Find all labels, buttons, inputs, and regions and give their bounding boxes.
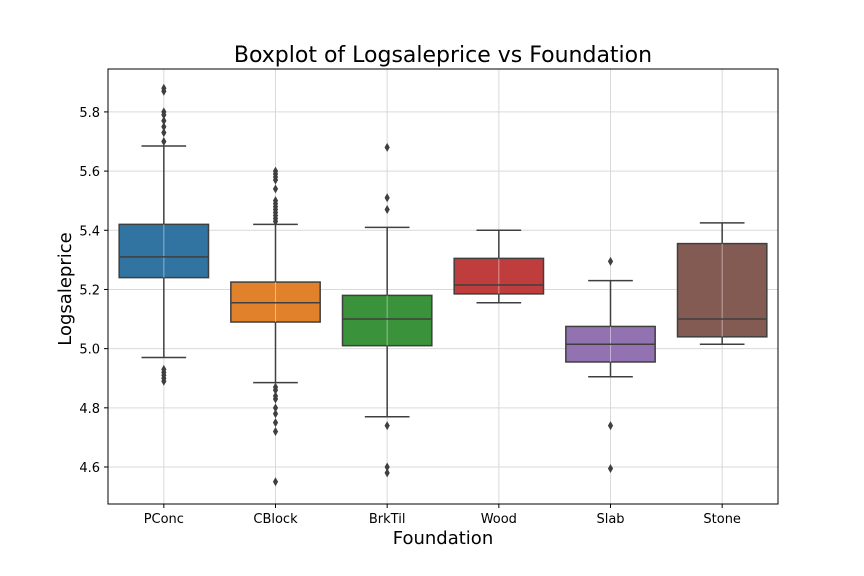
outlier-point bbox=[161, 137, 167, 146]
x-axis-label: Foundation bbox=[393, 528, 493, 549]
outlier-point bbox=[272, 196, 279, 206]
outlier-point bbox=[384, 193, 390, 203]
outlier-point bbox=[384, 142, 390, 152]
y-axis-label: Logsaleprice bbox=[55, 232, 76, 345]
outlier-point bbox=[161, 116, 167, 126]
x-tick-label: CBlock bbox=[253, 512, 298, 527]
y-tick-label: 5.4 bbox=[79, 224, 100, 239]
outlier-point bbox=[272, 391, 279, 401]
outlier-point bbox=[161, 122, 167, 132]
y-tick-label: 5.8 bbox=[79, 106, 100, 121]
outlier-point bbox=[272, 403, 279, 413]
plot-background bbox=[108, 69, 778, 504]
outlier-point bbox=[272, 409, 279, 419]
x-tick-label: Wood bbox=[481, 512, 517, 527]
outlier-point bbox=[161, 83, 167, 93]
outlier-point bbox=[607, 421, 614, 431]
outlier-point bbox=[272, 184, 279, 194]
box-pconc bbox=[118, 223, 210, 279]
outlier-point bbox=[607, 256, 614, 266]
x-tick-label: BrkTil bbox=[369, 512, 406, 527]
outlier-point bbox=[607, 463, 614, 473]
y-tick-label: 5.6 bbox=[79, 165, 100, 180]
chart-title: Boxplot of Logsaleprice vs Foundation bbox=[234, 43, 652, 68]
box-brktil bbox=[341, 294, 433, 347]
plot-area: 4.6 4.8 5.0 5.2 5.4 5.6 5.8 PConc CBlock BrkTil Wo… bbox=[79, 68, 779, 527]
outlier-point bbox=[384, 421, 390, 431]
box-wood bbox=[453, 257, 545, 295]
outlier-point bbox=[384, 462, 390, 472]
plot-frame bbox=[107, 68, 779, 505]
outlier-point bbox=[272, 418, 279, 428]
outlier-point bbox=[161, 107, 167, 117]
x-tick-label: Stone bbox=[703, 512, 741, 527]
outlier-point bbox=[272, 477, 279, 487]
outlier-point bbox=[272, 382, 279, 392]
x-tick-label: PConc bbox=[144, 512, 184, 527]
y-tick-label: 5.2 bbox=[79, 283, 100, 298]
x-tick-label: Slab bbox=[596, 512, 624, 527]
outlier-point bbox=[384, 468, 390, 478]
outlier-point bbox=[272, 427, 279, 436]
box-stone bbox=[676, 242, 768, 338]
outlier-point bbox=[161, 128, 167, 138]
y-tick-label: 4.8 bbox=[79, 402, 100, 417]
y-tick-label: 4.6 bbox=[79, 461, 100, 476]
outlier-point bbox=[161, 364, 167, 374]
outlier-point bbox=[272, 166, 279, 176]
y-tick-label: 5.0 bbox=[79, 343, 100, 358]
outlier-point bbox=[384, 205, 390, 215]
